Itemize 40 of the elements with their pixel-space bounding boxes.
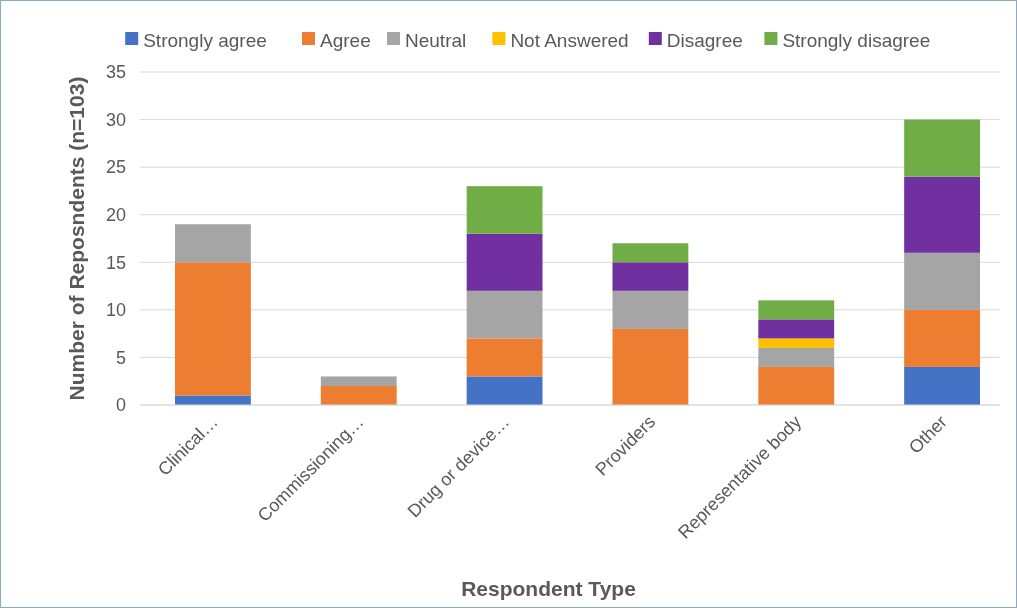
bar bbox=[904, 252, 980, 310]
bar bbox=[466, 186, 543, 234]
bar bbox=[758, 347, 835, 367]
y-tick-label: 0 bbox=[115, 395, 126, 416]
bar bbox=[904, 309, 980, 367]
legend-label: Neutral bbox=[405, 29, 467, 51]
y-tick-label: 10 bbox=[105, 300, 126, 321]
bar bbox=[466, 233, 543, 291]
bar bbox=[466, 290, 543, 339]
bar bbox=[320, 385, 397, 405]
bar bbox=[758, 338, 835, 348]
bar bbox=[612, 243, 689, 263]
y-tick-label: 25 bbox=[105, 157, 126, 178]
legend-label: Not Answered bbox=[510, 29, 629, 51]
legend-label: Agree bbox=[320, 29, 371, 51]
bar bbox=[904, 119, 980, 177]
bar bbox=[466, 338, 543, 377]
legend-label: Strongly disagree bbox=[782, 29, 931, 51]
y-tick-label: 20 bbox=[105, 205, 126, 226]
bar bbox=[175, 224, 251, 263]
bar bbox=[466, 376, 543, 405]
bar bbox=[612, 328, 689, 405]
y-tick-label: 30 bbox=[105, 109, 126, 130]
legend-label: Strongly agree bbox=[143, 29, 267, 51]
bar bbox=[175, 262, 251, 396]
bar bbox=[758, 319, 835, 339]
y-tick-label: 5 bbox=[115, 347, 126, 368]
bar bbox=[612, 290, 689, 329]
legend-label: Disagree bbox=[666, 29, 743, 51]
x-axis-title: Respondent Type bbox=[461, 577, 636, 600]
bar bbox=[904, 366, 980, 405]
y-tick-label: 15 bbox=[105, 252, 126, 273]
bar bbox=[320, 376, 397, 386]
bar bbox=[612, 262, 689, 291]
y-axis-title: Number of Reposndents (n=103) bbox=[65, 76, 88, 401]
y-tick-label: 35 bbox=[105, 62, 126, 83]
bar bbox=[904, 176, 980, 253]
bar bbox=[758, 366, 835, 405]
bar bbox=[758, 300, 835, 320]
bar bbox=[175, 395, 251, 405]
